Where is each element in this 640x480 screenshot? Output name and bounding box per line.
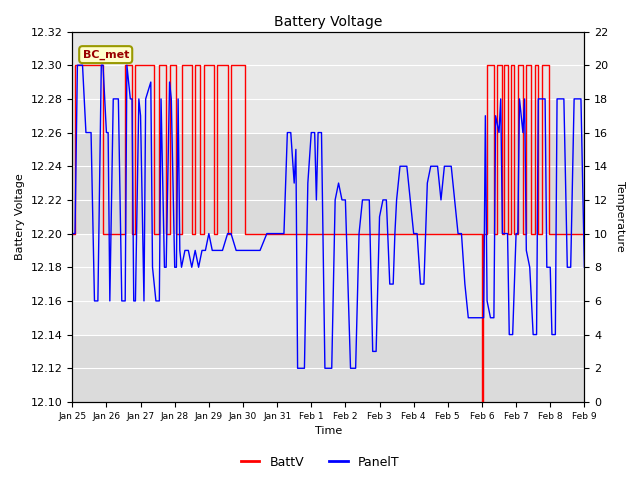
X-axis label: Time: Time (315, 426, 342, 436)
Y-axis label: Battery Voltage: Battery Voltage (15, 173, 25, 260)
Text: BC_met: BC_met (83, 49, 129, 60)
Bar (72, 335, 584, 402)
Legend: BattV, PanelT: BattV, PanelT (236, 451, 404, 474)
Title: Battery Voltage: Battery Voltage (274, 15, 383, 29)
Bar (72, 132, 584, 234)
Y-axis label: Temperature: Temperature (615, 181, 625, 252)
